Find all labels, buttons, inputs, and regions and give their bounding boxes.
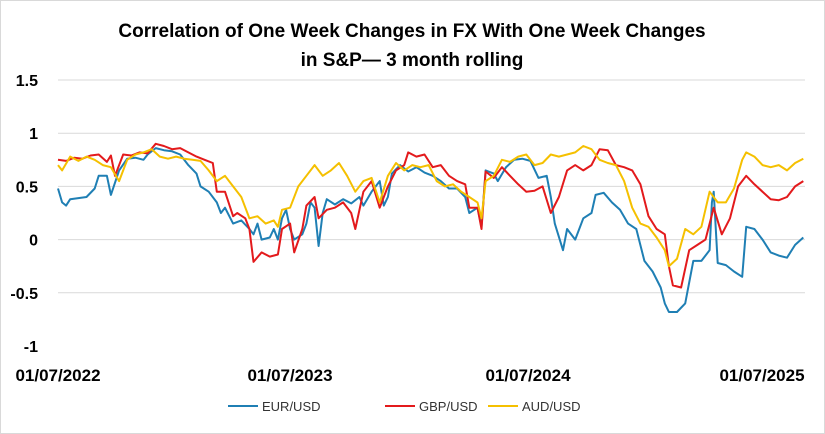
- grid-layer: [58, 79, 805, 294]
- y-axis-ticks: 1.5 1 0.5 0 -0.5 -1: [10, 73, 38, 356]
- series-line-gbp-usd: [57, 142, 804, 289]
- chart-title-line-1: Correlation of One Week Changes in FX Wi…: [118, 21, 705, 42]
- y-tick-label: 0.5: [16, 179, 38, 196]
- x-tick-label: 01/07/2022: [15, 366, 100, 385]
- x-tick-label: 01/07/2024: [485, 366, 571, 385]
- y-tick-label: 0: [29, 233, 38, 250]
- x-tick-label: 01/07/2023: [247, 366, 332, 385]
- y-tick-label: 1: [29, 126, 38, 143]
- y-tick-label: -1: [24, 339, 38, 356]
- legend: EUR/USD GBP/USD AUD/USD: [228, 399, 581, 414]
- series-line-aud-usd: [57, 145, 804, 268]
- y-tick-label: -0.5: [10, 286, 38, 303]
- series-line-eur-usd: [57, 147, 804, 313]
- chart-title-line-2: in S&P— 3 month rolling: [301, 50, 524, 71]
- legend-label: AUD/USD: [522, 399, 581, 414]
- x-axis-ticks: 01/07/2022 01/07/2023 01/07/2024 01/07/2025: [15, 366, 804, 385]
- legend-label: GBP/USD: [419, 399, 478, 414]
- x-tick-label: 01/07/2025: [719, 366, 804, 385]
- series-layer: [57, 142, 804, 313]
- y-tick-label: 1.5: [16, 73, 38, 90]
- legend-label: EUR/USD: [262, 399, 321, 414]
